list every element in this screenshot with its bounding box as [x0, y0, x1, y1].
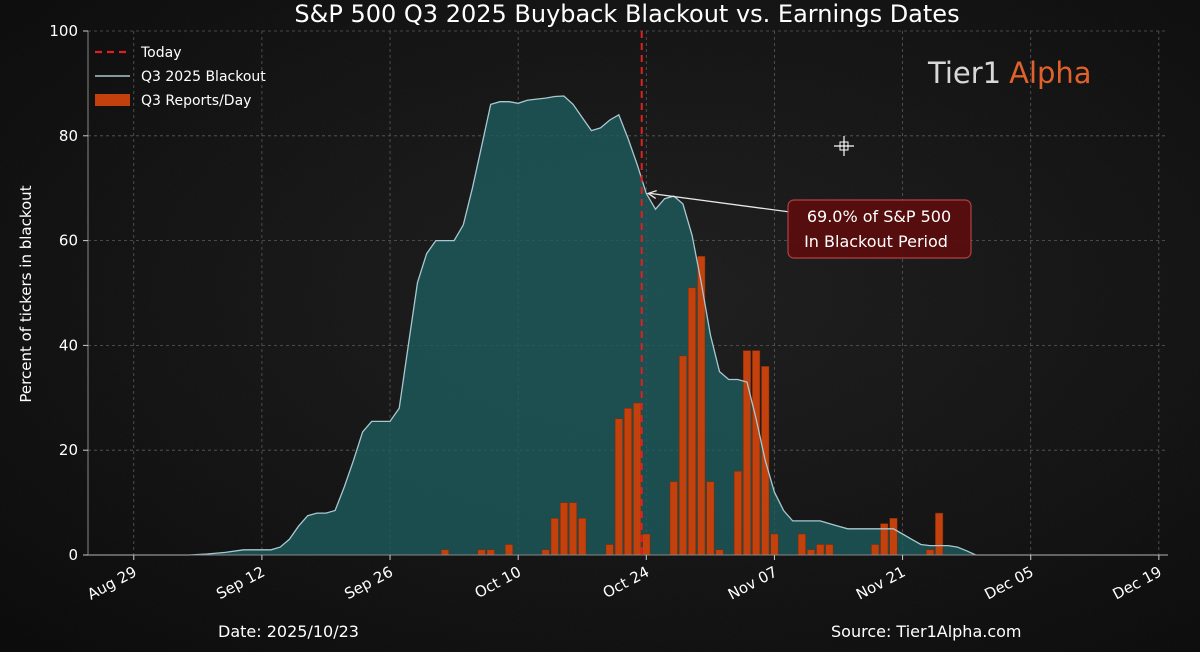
legend-reports-swatch: [95, 94, 130, 106]
report-bar-12: [633, 402, 642, 556]
report-bar-13: [642, 533, 651, 556]
report-bar-4: [541, 549, 550, 556]
report-bar-28: [825, 544, 834, 556]
report-bar-15: [678, 355, 687, 556]
blackout-area-layer: [88, 96, 1168, 555]
y-tick-label-1: 20: [59, 441, 78, 459]
report-bar-33: [935, 512, 944, 556]
report-bar-1: [477, 549, 486, 556]
y-tick-labels: 0 20 40 60 80 100: [49, 22, 88, 564]
report-bar-27: [816, 544, 825, 556]
annotation-line2: In Blackout Period: [804, 232, 948, 251]
y-tick-label-0: 0: [68, 546, 78, 564]
annotation: 69.0% of S&P 500 In Blackout Period: [646, 189, 972, 259]
report-bar-25: [797, 533, 806, 556]
blackout-line: [88, 95, 1168, 556]
y-tick-label-3: 60: [59, 232, 78, 250]
chart-title: S&P 500 Q3 2025 Buyback Blackout vs. Ear…: [294, 0, 959, 28]
blackout-area: [88, 96, 1168, 555]
y-tick-label-5: 100: [49, 22, 78, 40]
report-bar-32: [926, 549, 935, 556]
annotation-arrow: [650, 192, 791, 213]
report-bar-2: [486, 549, 495, 556]
report-bar-7: [569, 502, 578, 556]
report-bar-26: [807, 549, 816, 556]
report-bar-0: [440, 549, 449, 556]
y-axis-label: Percent of tickers in blackout: [17, 185, 35, 402]
brand-logo-part2: Alpha: [1009, 56, 1091, 90]
report-bar-24: [770, 533, 779, 556]
legend-reports-label: Q3 Reports/Day: [141, 93, 251, 109]
report-bar-20: [733, 470, 742, 556]
axes: [87, 31, 1168, 556]
report-bar-11: [623, 408, 632, 556]
report-bar-18: [706, 481, 715, 556]
report-bar-16: [688, 287, 697, 556]
report-bar-22: [752, 350, 761, 556]
report-bar-19: [715, 549, 724, 556]
annotation-arrowhead-icon: [646, 189, 657, 199]
report-bar-29: [871, 544, 880, 556]
legend-blackout-label: Q3 2025 Blackout: [141, 69, 266, 85]
report-bar-31: [889, 518, 898, 556]
report-bar-8: [578, 518, 587, 556]
y-tick-label-2: 40: [59, 336, 78, 354]
y-tick-label-4: 80: [59, 127, 78, 145]
annotation-box: [787, 199, 972, 259]
report-bar-10: [614, 418, 623, 556]
brand-logo-part1: Tier1: [927, 56, 1001, 90]
annotation-line1: 69.0% of S&P 500: [807, 207, 951, 226]
blackout-line-layer: [88, 95, 1168, 556]
report-bar-9: [605, 544, 614, 556]
report-bar-3: [505, 544, 514, 556]
brand-logo: Tier1 Alpha: [927, 56, 1092, 90]
report-bar-6: [559, 502, 568, 556]
footer-source: Source: Tier1Alpha.com: [831, 622, 1022, 641]
crosshair-cursor-icon: [834, 136, 854, 156]
report-bar-14: [669, 481, 678, 556]
footer-date: Date: 2025/10/23: [218, 622, 359, 641]
legend-today-label: Today: [140, 45, 182, 61]
legend: Today Q3 2025 Blackout Q3 Reports/Day: [95, 45, 266, 109]
report-bar-5: [550, 518, 559, 556]
